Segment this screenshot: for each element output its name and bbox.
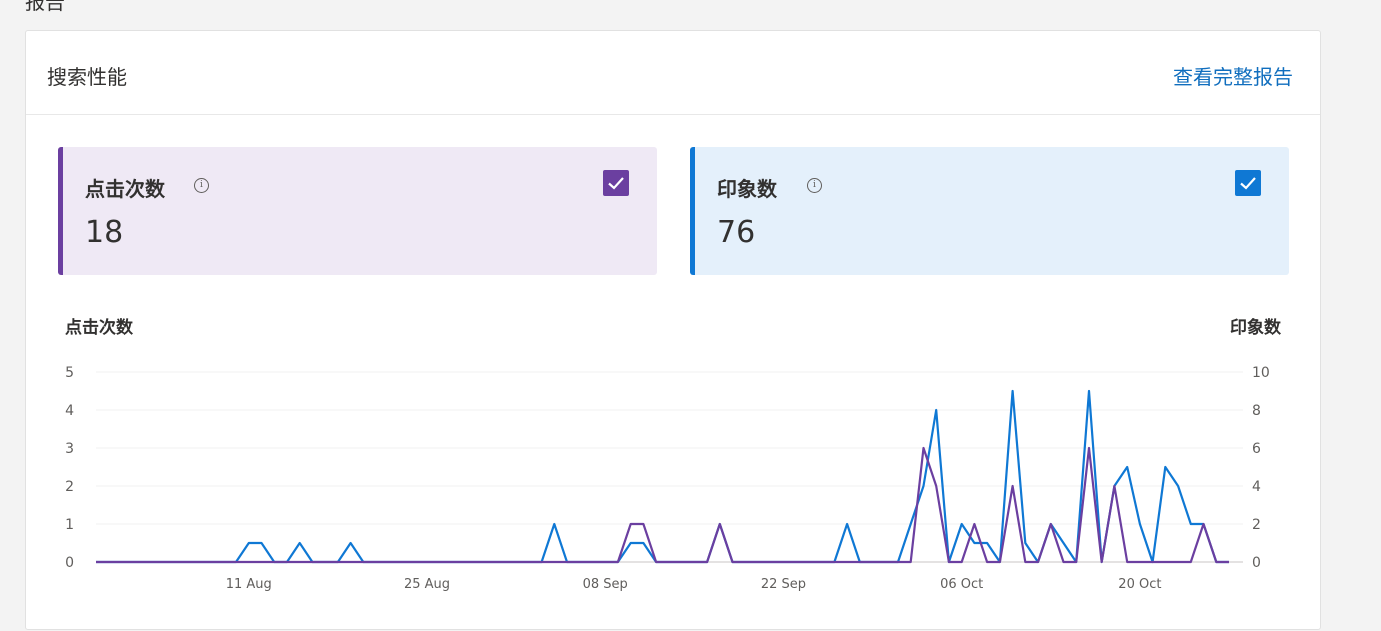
clicks-metric-label: 点击次数	[85, 177, 165, 201]
x-tick-label: 20 Oct	[1118, 577, 1161, 592]
clicks-metric-tile[interactable]: 点击次数 i 18	[58, 147, 657, 275]
right-tick-label: 8	[1252, 403, 1261, 419]
x-tick-label: 25 Aug	[404, 577, 450, 592]
left-tick-label: 1	[65, 517, 74, 533]
x-tick-label: 08 Sep	[583, 577, 628, 592]
x-tick-label: 11 Aug	[226, 577, 272, 592]
page-heading: 报告	[25, 0, 65, 14]
impressions-metric-label: 印象数	[717, 177, 777, 201]
right-tick-label: 2	[1252, 517, 1261, 533]
right-tick-label: 0	[1252, 555, 1261, 571]
impressions-metric-tile[interactable]: 印象数 i 76	[690, 147, 1289, 275]
performance-chart: 0 1 2 3 4 5 0 2 4 6 8 10 11 Aug 25 Aug 08 Sep 22 Sep 06 …	[65, 365, 1270, 592]
checkmark-icon	[1240, 177, 1256, 190]
left-axis-title: 点击次数	[65, 318, 133, 338]
left-tick-label: 4	[65, 403, 74, 419]
right-tick-label: 4	[1252, 479, 1261, 495]
x-tick-label: 06 Oct	[940, 577, 983, 592]
left-tick-label: 2	[65, 479, 74, 495]
left-tick-label: 3	[65, 441, 74, 457]
clicks-metric-value: 18	[85, 215, 124, 250]
left-tick-label: 5	[65, 365, 74, 381]
checkmark-icon	[608, 177, 624, 190]
impressions-series-line	[96, 389, 1229, 564]
search-performance-card: 搜索性能 查看完整报告 点击次数 i 18 印象数 i 76 点击次数 印象数 …	[25, 30, 1321, 630]
right-axis-title: 印象数	[1230, 318, 1281, 338]
info-icon[interactable]: i	[807, 178, 822, 193]
card-header: 搜索性能 查看完整报告	[26, 31, 1320, 115]
right-tick-label: 10	[1252, 365, 1270, 381]
impressions-checkbox[interactable]	[1235, 170, 1261, 196]
right-tick-label: 6	[1252, 441, 1261, 457]
impressions-metric-value: 76	[717, 215, 756, 250]
x-tick-label: 22 Sep	[761, 577, 806, 592]
clicks-series-line	[96, 446, 1229, 564]
info-icon[interactable]: i	[194, 178, 209, 193]
clicks-checkbox[interactable]	[603, 170, 629, 196]
card-title: 搜索性能	[47, 65, 127, 89]
view-full-report-link[interactable]: 查看完整报告	[1173, 65, 1293, 89]
left-tick-label: 0	[65, 555, 74, 571]
